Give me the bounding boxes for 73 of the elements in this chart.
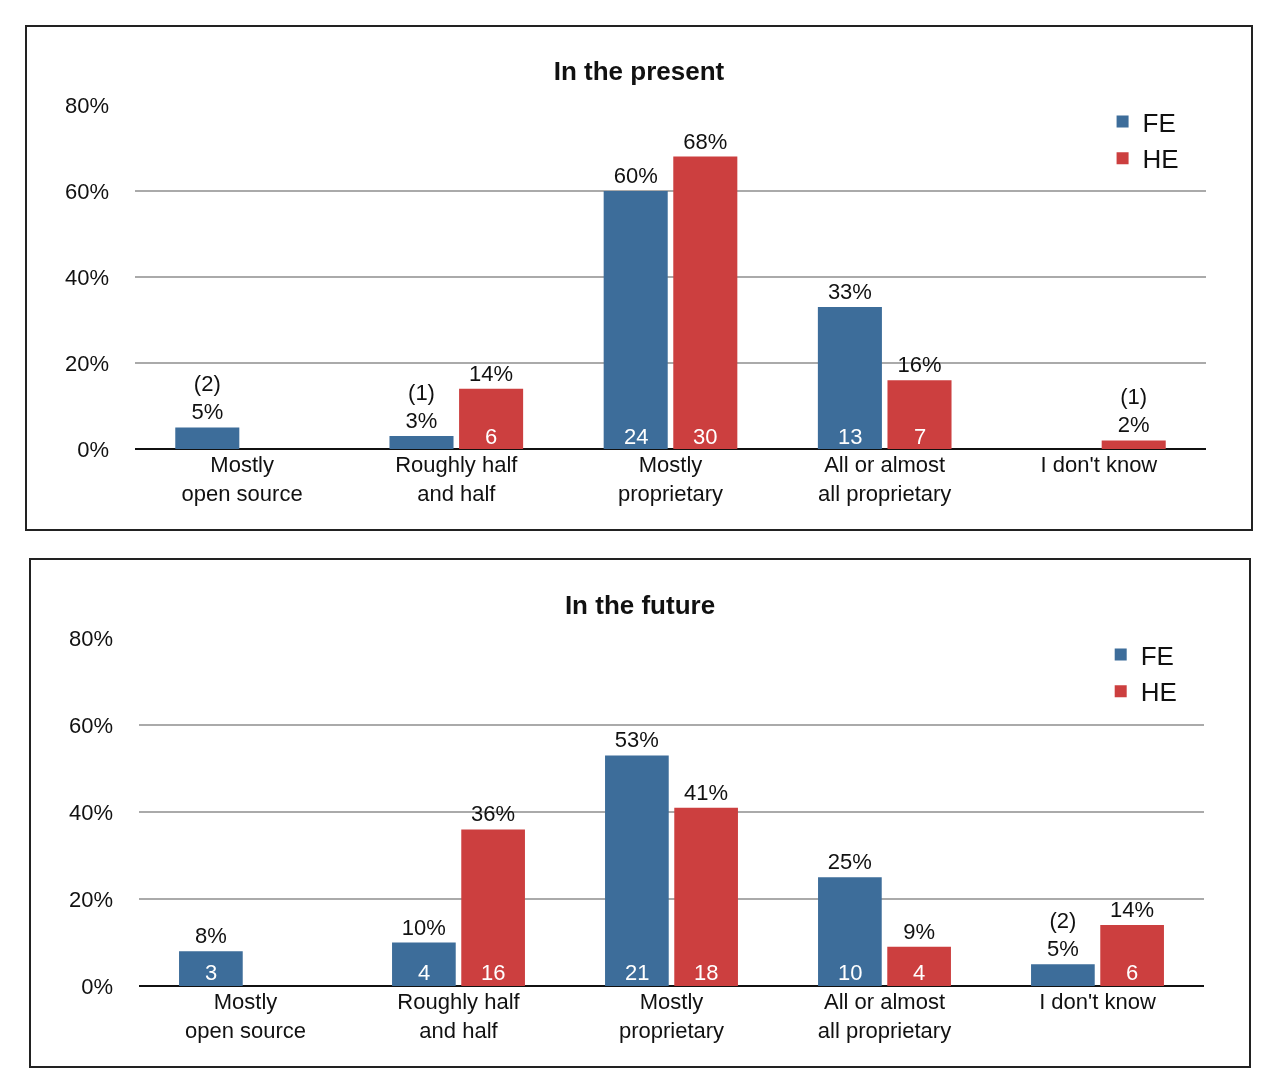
annotation: 18 [694,960,719,985]
data-label: 60% [613,163,658,188]
data-label: 68% [683,128,728,154]
bar [175,427,240,449]
annotation: 7 [914,424,927,449]
bar [1101,440,1166,449]
x-tick-label: Roughly half and half [395,452,519,506]
annotation: 24 [624,424,649,449]
x-tick-label: I don't know [1039,989,1156,1014]
legend-label: FE [1140,640,1174,671]
data-label: 9% [903,918,936,944]
data-label: 14% [469,360,514,386]
y-tick-label: 80% [64,92,109,118]
legend-label: HE [1142,144,1179,175]
data-label: (1) 3% [405,379,438,434]
data-label: 41% [684,779,729,805]
bar [603,191,668,449]
data-label: 14% [1110,897,1155,923]
data-label: 36% [471,801,516,827]
chart-title: In the present [553,56,725,87]
x-tick-label: All or almost all proprietary [818,452,952,506]
chart-title: In the future [564,589,716,620]
y-tick-label: 0% [77,436,109,462]
y-tick-label: 60% [68,712,113,738]
x-tick-label: Mostly open source [184,989,307,1043]
bar [1031,964,1095,986]
bar [674,807,738,986]
annotation: 10 [838,960,863,985]
annotation: 3 [205,960,218,985]
data-label: (2) 5% [191,370,224,425]
y-tick-label: 80% [68,625,113,651]
y-tick-label: 20% [64,350,109,376]
y-tick-label: 40% [68,799,113,825]
data-label: 10% [401,914,446,940]
data-label: (2) 5% [1046,907,1079,962]
annotation: 30 [693,424,718,449]
y-tick-label: 0% [81,973,113,999]
data-label: 16% [897,352,942,378]
data-label: 53% [614,727,659,753]
x-tick-label: All or almost all proprietary [817,989,952,1043]
legend-label: HE [1140,677,1177,708]
bar [1100,925,1164,986]
bar [179,951,243,986]
bar [389,436,454,449]
y-tick-label: 40% [64,264,109,290]
annotation: 13 [838,424,863,449]
data-label: (1) 2% [1117,383,1150,438]
bar [673,156,738,449]
bar [887,380,952,449]
x-tick-label: Mostly proprietary [618,989,725,1043]
data-label: 33% [827,279,872,305]
bar [887,946,951,986]
data-label: 8% [194,923,227,949]
bar [459,388,524,449]
legend-label: FE [1142,107,1176,138]
x-tick-label: Mostly open source [181,452,303,506]
annotation: 4 [913,960,926,985]
x-tick-label: I don't know [1040,452,1158,477]
bar [605,755,669,986]
y-tick-label: 20% [68,886,113,912]
annotation: 21 [625,960,650,985]
data-label: 25% [827,849,872,875]
annotation: 16 [481,960,506,985]
x-tick-label: Roughly half and half [397,989,521,1043]
bar [817,307,882,449]
annotation: 6 [485,424,498,449]
bar [818,877,882,986]
bar [461,829,525,986]
bar [392,942,456,986]
y-tick-label: 60% [64,178,109,204]
annotation: 4 [418,960,431,985]
x-tick-label: Mostly proprietary [617,452,724,506]
annotation: 6 [1126,960,1139,985]
